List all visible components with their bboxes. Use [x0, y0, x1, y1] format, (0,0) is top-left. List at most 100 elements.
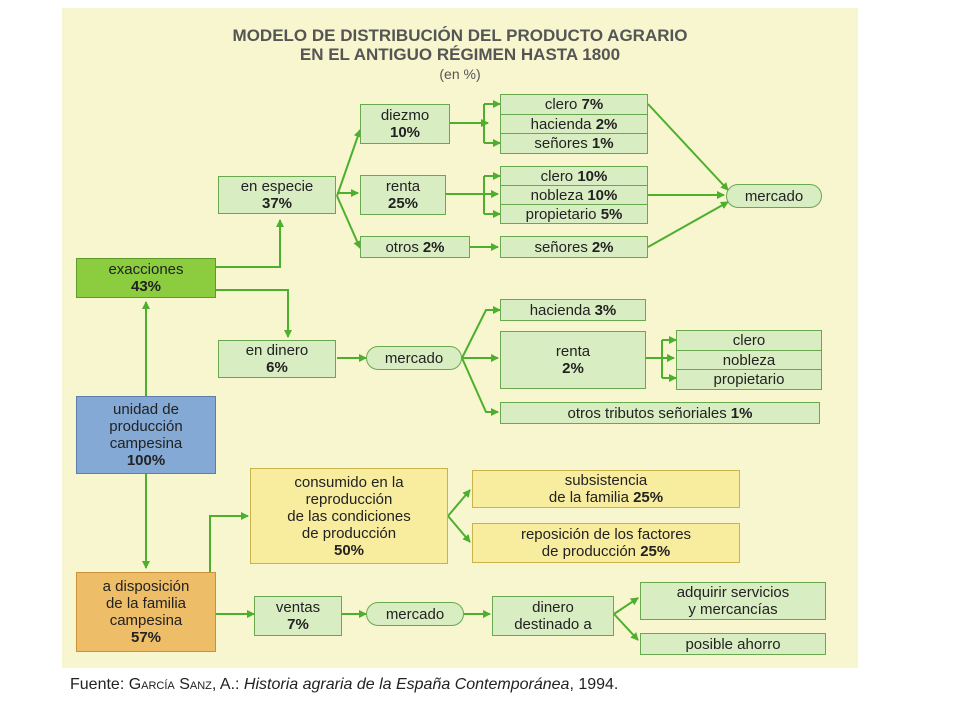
node-en-especie: en especie 37% [218, 176, 336, 214]
consumido-line3: de las condiciones [287, 507, 411, 525]
node-subsistencia: subsistencia de la familia 25% [472, 470, 740, 508]
arrow-mercado-otros [461, 357, 499, 416]
especie-label: en especie [240, 178, 314, 195]
footer-prefix: Fuente: [70, 676, 129, 693]
node-mercado-dinero: mercado [366, 346, 462, 370]
node-hacienda-3: hacienda 3% [500, 299, 646, 321]
subsistencia-value: 25% [633, 489, 664, 506]
dinero-value: 6% [266, 359, 288, 376]
footer-author-rest: , A.: [211, 676, 244, 693]
renta-dinero-item-nobleza: nobleza [677, 349, 821, 370]
reposicion-value: 25% [640, 543, 671, 560]
otros-tributos-value: 1% [730, 404, 753, 422]
arrow-especie-diezmo [336, 129, 362, 197]
renta-dinero-item-clero: clero [732, 331, 766, 349]
subsistencia-line1: subsistencia [564, 472, 648, 489]
diezmo-value: 10% [389, 124, 421, 141]
source-footer: Fuente: García Sanz, A.: Historia agrari… [70, 676, 618, 694]
subsistencia-line2: de la familia [548, 489, 629, 506]
unidad-line3: campesina [109, 435, 183, 452]
diagram-title-line1: MODELO DE DISTRIBUCIÓN DEL PRODUCTO AGRA… [232, 26, 688, 45]
diezmo-item-hacienda: hacienda 2% [501, 113, 647, 134]
node-otros-senores: señores 2% [500, 236, 648, 258]
unidad-value: 100% [126, 452, 166, 469]
hacienda3-value: 3% [594, 301, 617, 319]
footer-author: García Sanz [128, 676, 212, 693]
disposicion-value: 57% [130, 629, 162, 646]
mercado-dinero-label: mercado [384, 349, 444, 367]
node-otros-tributos: otros tributos señoriales 1% [500, 402, 820, 424]
arrow-especie-otros [336, 195, 361, 249]
disposicion-line1: a disposición [102, 578, 190, 595]
unidad-line2: producción [109, 418, 183, 435]
exacciones-label: exacciones [108, 261, 184, 278]
node-mercado-especie: mercado [726, 184, 822, 208]
arrow-exacciones-especie [216, 219, 284, 268]
consumido-line4: de producción [301, 524, 397, 542]
ahorro-label: posible ahorro [685, 635, 781, 653]
exacciones-value: 43% [130, 278, 162, 295]
node-renta-especie: renta 25% [360, 175, 446, 215]
renta-items-stack: clero 10% nobleza 10% propietario 5% [500, 166, 648, 224]
node-consumido: consumido en la reproducción de las cond… [250, 468, 448, 564]
node-reposicion: reposición de los factores de producción… [472, 523, 740, 563]
mercado-especie-label: mercado [744, 187, 804, 205]
node-ahorro: posible ahorro [640, 633, 826, 655]
footer-year: , 1994. [569, 676, 619, 693]
arrow-mercado-hacienda [461, 306, 501, 359]
hacienda3-label: hacienda [529, 301, 591, 319]
otros-senores-label: señores [534, 238, 588, 256]
arrow-exacciones-dinero [216, 289, 292, 338]
reposicion-line1: reposición de los factores [520, 526, 692, 543]
node-otros: otros 2% [360, 236, 470, 258]
node-dinero-destinado: dinero destinado a [492, 596, 614, 636]
diezmo-label: diezmo [380, 107, 430, 124]
renta-dinero-value: 2% [562, 360, 584, 377]
footer-work: Historia agraria de la España Contemporá… [243, 676, 570, 693]
diezmo-item-clero: clero 7% [544, 95, 604, 113]
mercado-ventas-label: mercado [385, 605, 445, 623]
otros-senores-value: 2% [591, 238, 614, 256]
diagram-title-line2: EN EL ANTIGUO RÉGIMEN HASTA 1800 [299, 45, 621, 64]
node-unidad: unidad de producción campesina 100% [76, 396, 216, 474]
otros-value: 2% [422, 238, 445, 256]
arrow-clero7-mercado [647, 103, 729, 191]
node-adquirir: adquirir servicios y mercancías [640, 582, 826, 620]
dinero-label: en dinero [245, 342, 309, 359]
arrow-disposicion-consumido [209, 512, 249, 579]
adquirir-line1: adquirir servicios [676, 584, 790, 601]
dinero-destinado-line2: destinado a [514, 616, 592, 633]
node-ventas: ventas 7% [254, 596, 342, 636]
dinero-destinado-line1: dinero [532, 599, 574, 616]
node-renta-dinero: renta 2% [500, 331, 646, 389]
consumido-line1: consumido en la [294, 473, 404, 491]
renta-dinero-label: renta [555, 343, 591, 360]
renta-especie-value: 25% [387, 195, 419, 212]
renta-especie-label: renta [385, 178, 421, 195]
reposicion-line2: de producción [541, 543, 637, 560]
especie-value: 37% [261, 195, 293, 212]
adquirir-line2: y mercancías [688, 601, 778, 618]
node-mercado-ventas: mercado [366, 602, 464, 626]
node-exacciones: exacciones 43% [76, 258, 216, 298]
unidad-line1: unidad de [113, 401, 179, 418]
ventas-label: ventas [275, 599, 321, 616]
renta-dinero-item-propietario: propietario [677, 369, 821, 389]
diezmo-item-senores: señores 1% [501, 133, 647, 153]
node-en-dinero: en dinero 6% [218, 340, 336, 378]
ventas-value: 7% [287, 616, 309, 633]
diagram-units: (en %) [439, 66, 481, 82]
renta-item-nobleza: nobleza 10% [501, 185, 647, 204]
disposicion-line2: de la familia [105, 595, 187, 612]
consumido-value: 50% [333, 541, 365, 559]
renta-dinero-items-stack: clero nobleza propietario [676, 330, 822, 390]
node-disposicion: a disposición de la familia campesina 57… [76, 572, 216, 652]
consumido-line2: reproducción [305, 490, 393, 508]
otros-tributos-label: otros tributos señoriales [567, 404, 727, 422]
diezmo-items-stack: clero 7% hacienda 2% señores 1% [500, 94, 648, 154]
renta-item-propietario: propietario 5% [501, 204, 647, 223]
disposicion-line3: campesina [109, 612, 183, 629]
renta-item-clero: clero 10% [540, 167, 608, 185]
otros-label: otros [385, 238, 419, 256]
node-diezmo: diezmo 10% [360, 104, 450, 144]
